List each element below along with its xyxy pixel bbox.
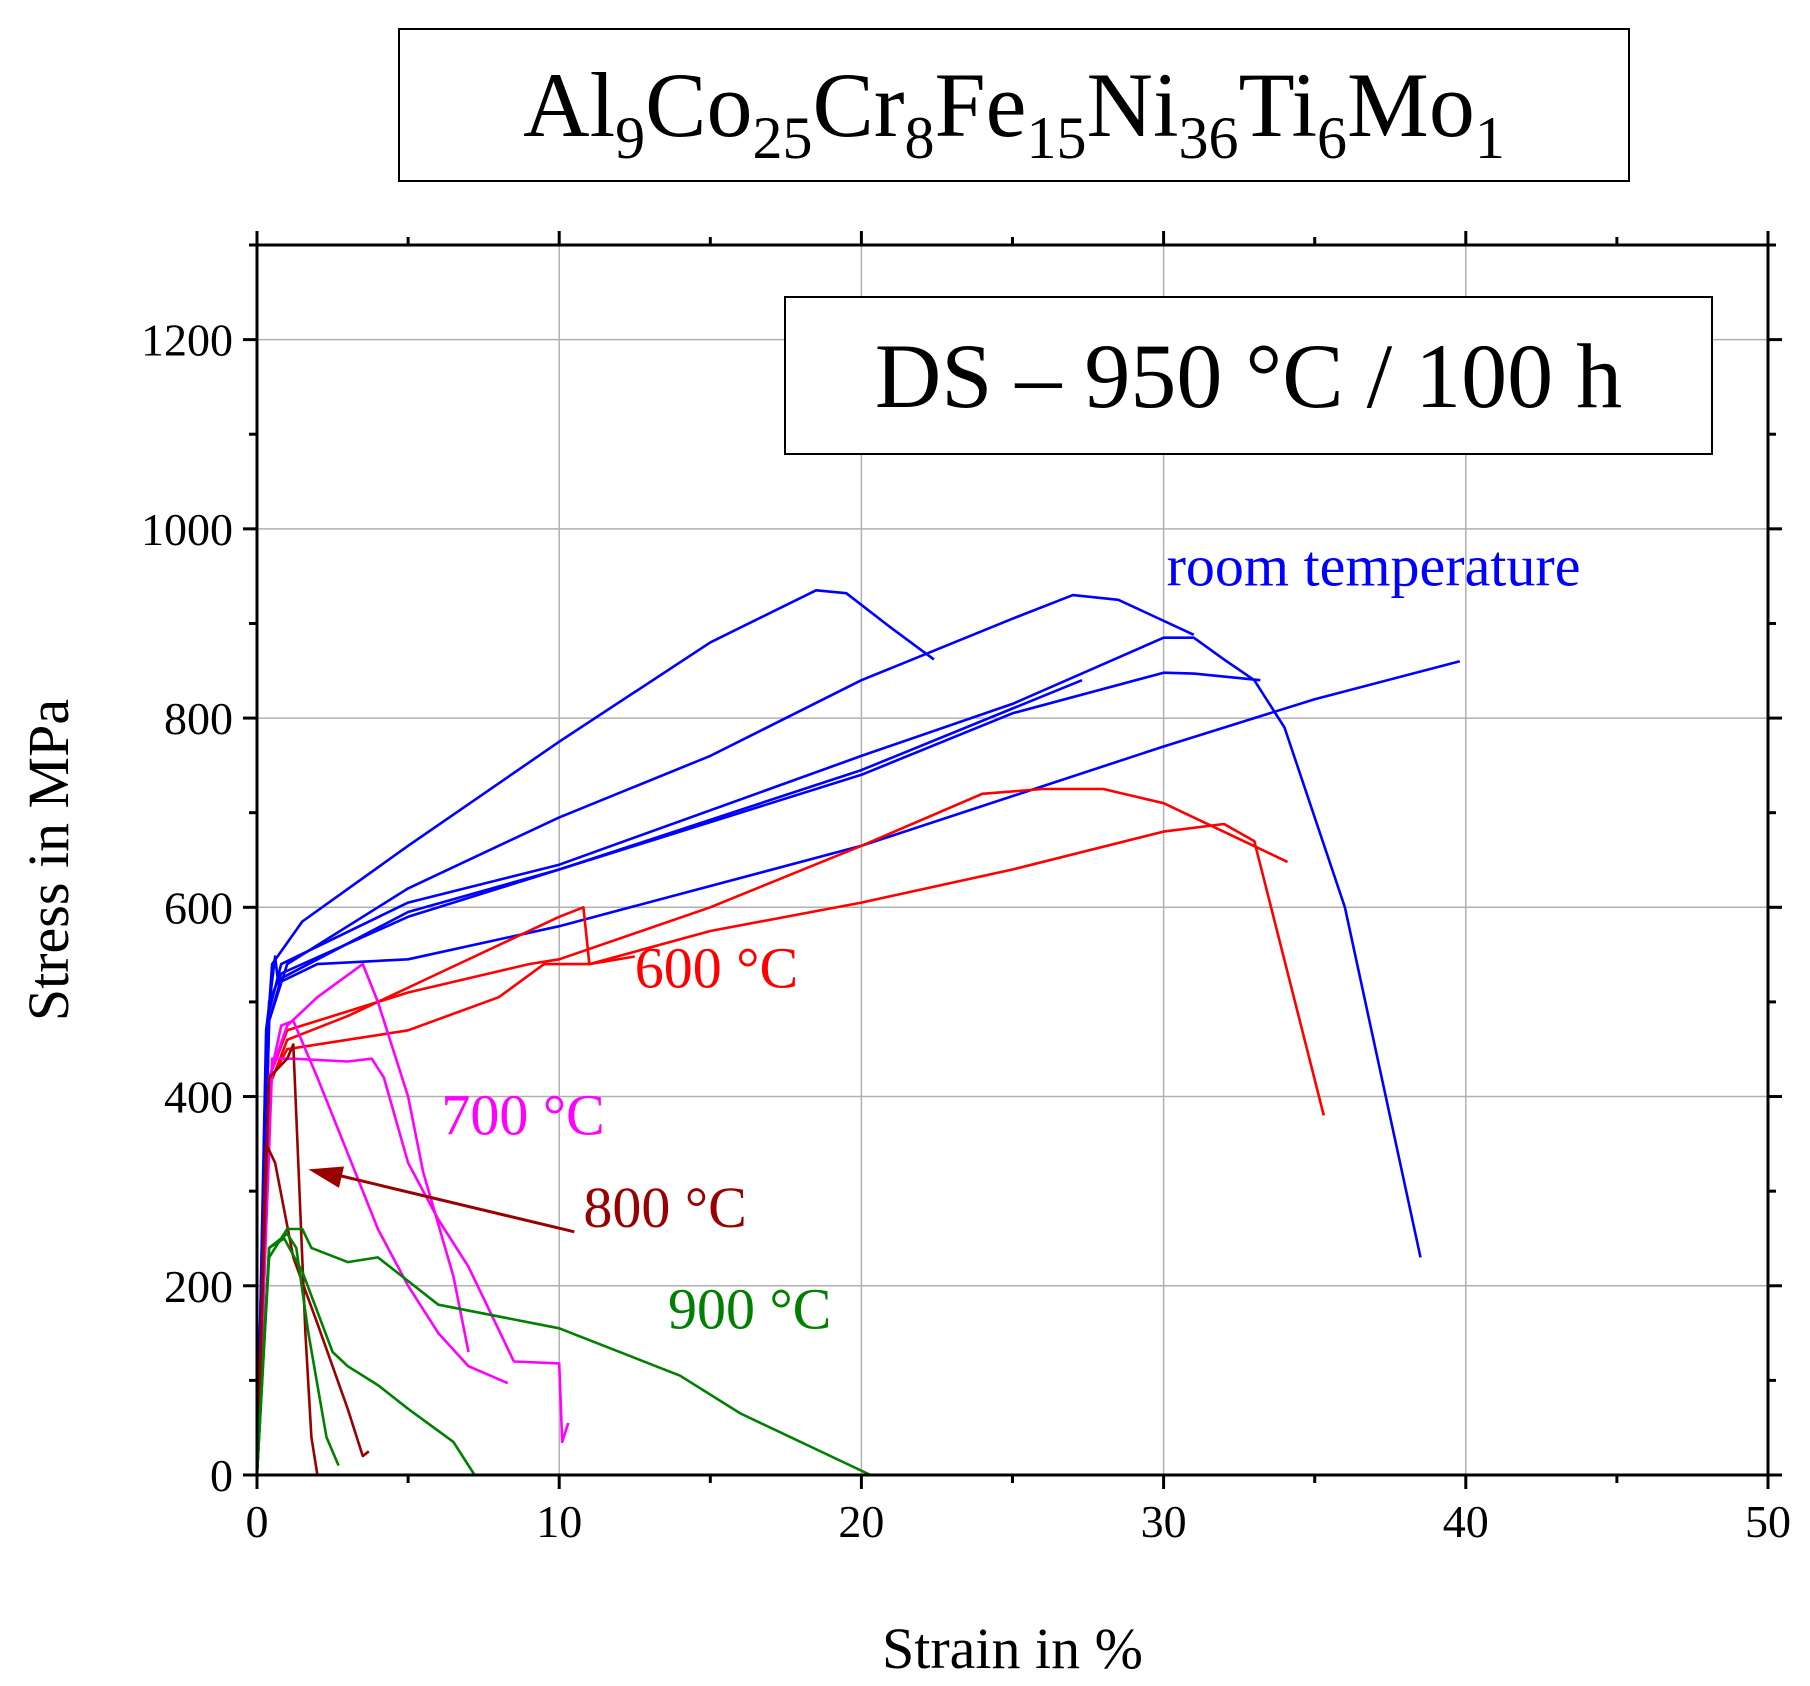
series-900-c [255, 1227, 872, 1477]
x-tick-label: 10 [536, 1496, 582, 1547]
formula-element-mo: Mo [1347, 54, 1475, 156]
series-label: 900 °C [668, 1276, 831, 1341]
curve-line [255, 671, 1261, 1476]
x-tick-label: 30 [1141, 1496, 1187, 1547]
curve-line [255, 1237, 476, 1476]
formula-subscript: 15 [1026, 105, 1087, 171]
condition-box: DS – 950 °C / 100 h [784, 296, 1713, 455]
annotations: room temperature 600 °C 700 °C 800 °C 900 °C [308, 534, 1581, 1341]
ticks [243, 231, 1782, 1489]
arrow-800-shaft [330, 1171, 575, 1234]
y-tick-label: 1000 [141, 504, 233, 555]
formula-subscript: 9 [615, 105, 646, 171]
curve-line [255, 1227, 872, 1477]
series-label: 800 °C [583, 1175, 746, 1240]
curve-line [255, 1232, 340, 1476]
x-axis-title: Strain in % [882, 1616, 1143, 1681]
curve-line [255, 660, 1461, 1476]
series-label: 700 °C [441, 1082, 604, 1147]
y-tick-label: 1200 [141, 315, 233, 366]
curve-line [255, 1019, 509, 1476]
series-800-c [255, 1043, 370, 1476]
condition-label: DS – 950 °C / 100 h [875, 325, 1622, 427]
formula-element-al: Al [523, 54, 616, 156]
y-tick-label: 800 [164, 693, 233, 744]
curve-line [255, 1142, 370, 1476]
curve-line [255, 636, 1422, 1476]
curve-line [255, 1043, 319, 1476]
curve-line [255, 955, 636, 1476]
x-tick-label: 0 [246, 1496, 269, 1547]
series-label: room temperature [1167, 534, 1581, 599]
arrow-800-head [308, 1166, 344, 1188]
title-box: Al9Co25Cr8Fe15Ni36Ti6Mo1 [398, 28, 1630, 182]
curves [255, 589, 1461, 1477]
x-tick-label: 40 [1443, 1496, 1489, 1547]
formula-element-ti: Ti [1238, 54, 1318, 156]
formula-subscript: 25 [752, 105, 813, 171]
x-tick-label: 20 [838, 1496, 884, 1547]
formula-subscript: 6 [1317, 105, 1348, 171]
formula-subscript: 1 [1474, 105, 1505, 171]
formula-subscript: 36 [1178, 105, 1239, 171]
y-tick-label: 200 [164, 1261, 233, 1312]
curve-line [255, 678, 1083, 1476]
y-tick-label: 400 [164, 1072, 233, 1123]
series-room-temperature [255, 589, 1461, 1476]
curve-line [255, 787, 1289, 1476]
series-label: 600 °C [635, 936, 798, 1001]
condition-box-frame [784, 296, 1713, 455]
formula-element-fe: Fe [934, 54, 1027, 156]
formula-subscript: 8 [904, 105, 935, 171]
formula-element-cr: Cr [812, 54, 905, 156]
formula-element-co: Co [645, 54, 753, 156]
y-axis-title: Stress in MPa [16, 699, 81, 1021]
y-tick-label: 0 [210, 1450, 233, 1501]
curve-line [255, 962, 470, 1476]
tick-labels: 0 10 20 30 40 50 0 200 400 600 800 1000 1200 [141, 315, 1791, 1547]
y-tick-label: 600 [164, 882, 233, 933]
curve-line [255, 593, 1195, 1476]
formula-element-ni: Ni [1086, 54, 1179, 156]
chart-title: Al9Co25Cr8Fe15Ni36Ti6Mo1 [523, 52, 1505, 168]
x-tick-label: 50 [1745, 1496, 1791, 1547]
